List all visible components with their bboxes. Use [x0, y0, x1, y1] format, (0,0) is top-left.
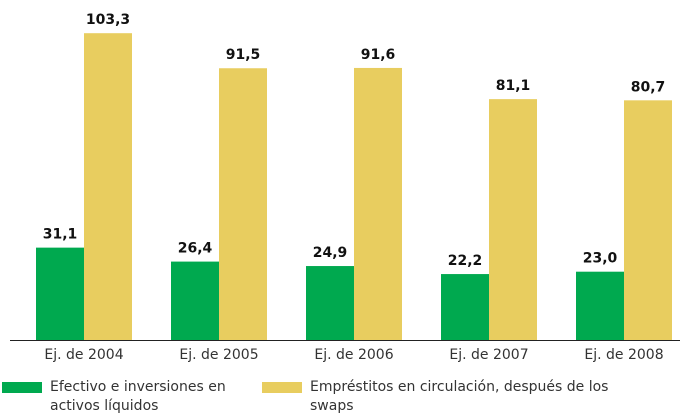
bar [624, 100, 672, 340]
value-label: 31,1 [43, 227, 78, 243]
value-label: 22,2 [448, 253, 483, 269]
legend-item: Efectivo e inversiones en activos líquid… [2, 378, 240, 416]
bar [441, 274, 489, 340]
legend-label: Empréstitos en circulación, después de l… [310, 379, 609, 414]
legend-swatch [2, 382, 42, 393]
x-tick-label: Ej. de 2007 [449, 347, 528, 363]
value-label: 24,9 [313, 245, 348, 261]
value-label: 26,4 [178, 241, 213, 257]
x-tick-label: Ej. de 2005 [179, 347, 258, 363]
bar [171, 261, 219, 340]
value-label: 103,3 [86, 12, 130, 28]
value-label: 91,5 [226, 47, 261, 63]
legend-label: Efectivo e inversiones en activos líquid… [50, 379, 226, 414]
bar [489, 99, 537, 341]
chart: 31,1 103,3 Ej. de 2004 26,4 91,5 Ej. de 2005 2… [10, 12, 680, 363]
legend-item: Empréstitos en circulación, después de l… [262, 378, 650, 416]
legend-swatch [262, 382, 302, 393]
x-tick-label: Ej. de 2008 [584, 347, 663, 363]
bar [576, 271, 624, 340]
x-tick-label: Ej. de 2004 [44, 347, 123, 363]
value-label: 80,7 [631, 79, 666, 95]
x-tick-label: Ej. de 2006 [314, 347, 393, 363]
bar [84, 33, 132, 340]
bar [36, 247, 84, 340]
value-label: 81,1 [496, 78, 531, 94]
value-label: 23,0 [583, 251, 618, 267]
bar [306, 266, 354, 340]
bar [354, 67, 402, 340]
value-label: 91,6 [361, 47, 396, 63]
bar [219, 68, 267, 341]
